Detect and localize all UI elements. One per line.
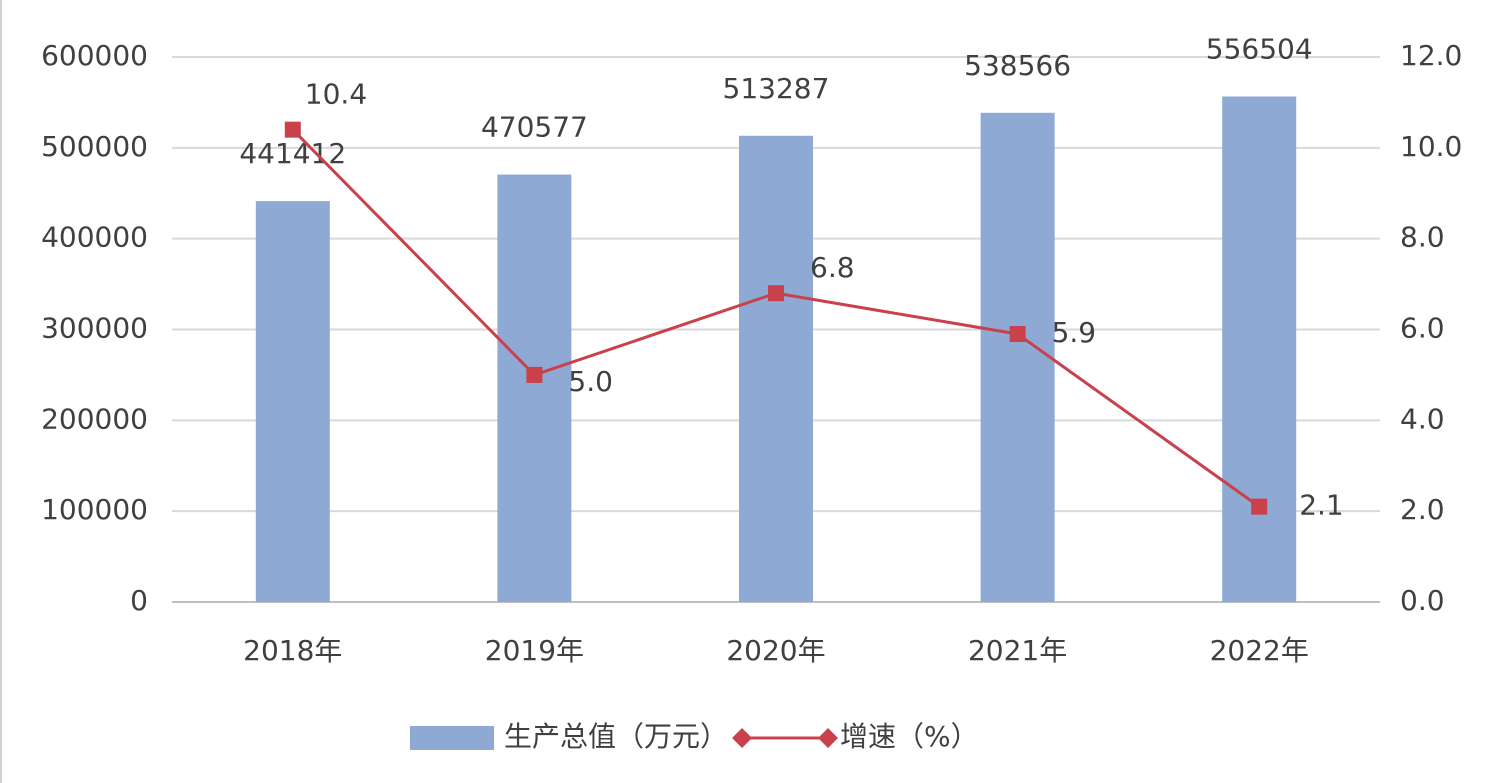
y-tick-label: 400000 [41, 221, 148, 254]
bar [980, 112, 1055, 602]
bar [1222, 96, 1297, 603]
y-tick-label: 200000 [41, 402, 148, 435]
line-marker [1251, 498, 1268, 515]
line-marker [526, 366, 543, 383]
y2-tick-label: 6.0 [1400, 312, 1445, 345]
y2-tick-label: 12.0 [1400, 39, 1462, 72]
bar [497, 174, 572, 603]
x-tick-label: 2019年 [485, 634, 584, 667]
bar-value-label: 538566 [964, 49, 1071, 82]
legend-label: 增速（%） [840, 720, 979, 753]
y-tick-label: 600000 [41, 39, 148, 72]
y-tick-label: 500000 [41, 130, 148, 163]
bar-value-label: 556504 [1206, 33, 1313, 66]
bar-value-label: 470577 [481, 111, 588, 144]
bar [255, 201, 330, 602]
y2-tick-label: 8.0 [1400, 221, 1445, 254]
y-tick-label: 0 [130, 584, 148, 617]
legend-swatch [410, 726, 494, 750]
line-value-label: 5.9 [1052, 316, 1097, 349]
legend-marker [818, 728, 839, 748]
x-tick-label: 2020年 [726, 634, 825, 667]
y2-tick-label: 0.0 [1400, 584, 1445, 617]
x-tick-label: 2018年 [243, 634, 342, 667]
line-value-label: 10.4 [305, 78, 367, 111]
line-marker [768, 285, 784, 302]
line-marker [1009, 326, 1026, 343]
line-value-label: 2.1 [1299, 489, 1344, 522]
y2-tick-label: 10.0 [1400, 130, 1462, 163]
y2-tick-label: 2.0 [1400, 493, 1445, 526]
x-tick-label: 2022年 [1210, 634, 1309, 667]
x-tick-label: 2021年 [968, 634, 1067, 667]
bar-value-label: 441412 [239, 137, 346, 170]
line-value-label: 6.8 [810, 251, 855, 284]
line-marker [284, 121, 301, 138]
bar [739, 135, 813, 602]
y-tick-label: 100000 [41, 493, 148, 526]
legend-label: 生产总值（万元） [504, 720, 728, 753]
line-value-label: 5.0 [568, 365, 613, 398]
y2-tick-label: 4.0 [1400, 402, 1445, 435]
y-tick-label: 300000 [41, 312, 148, 345]
bar-value-label: 513287 [723, 72, 830, 105]
legend-marker [732, 728, 753, 748]
